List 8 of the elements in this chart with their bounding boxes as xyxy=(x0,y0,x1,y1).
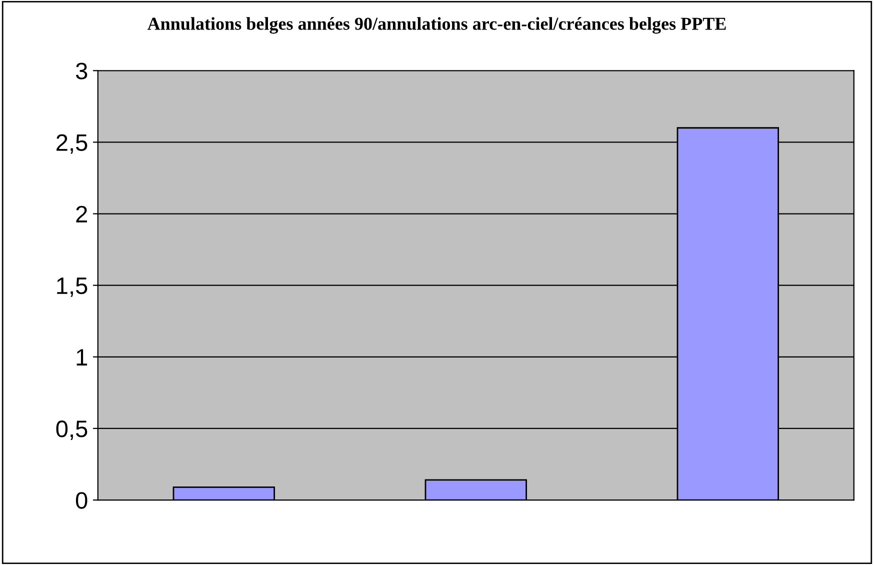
y-tick-label: 0 xyxy=(76,492,88,509)
y-tick-label: 3 xyxy=(76,62,88,80)
y-tick-label: 0,5 xyxy=(56,420,88,440)
y-tick-label: 2,5 xyxy=(56,134,88,154)
chart-title: Annulations belges années 90/annulations arc-en-ciel/créances belges PPTE xyxy=(147,17,726,34)
y-tick-label: 1,5 xyxy=(57,278,88,297)
y-tick-label: 1 xyxy=(76,349,88,366)
y-tick-label: 2 xyxy=(76,206,87,222)
